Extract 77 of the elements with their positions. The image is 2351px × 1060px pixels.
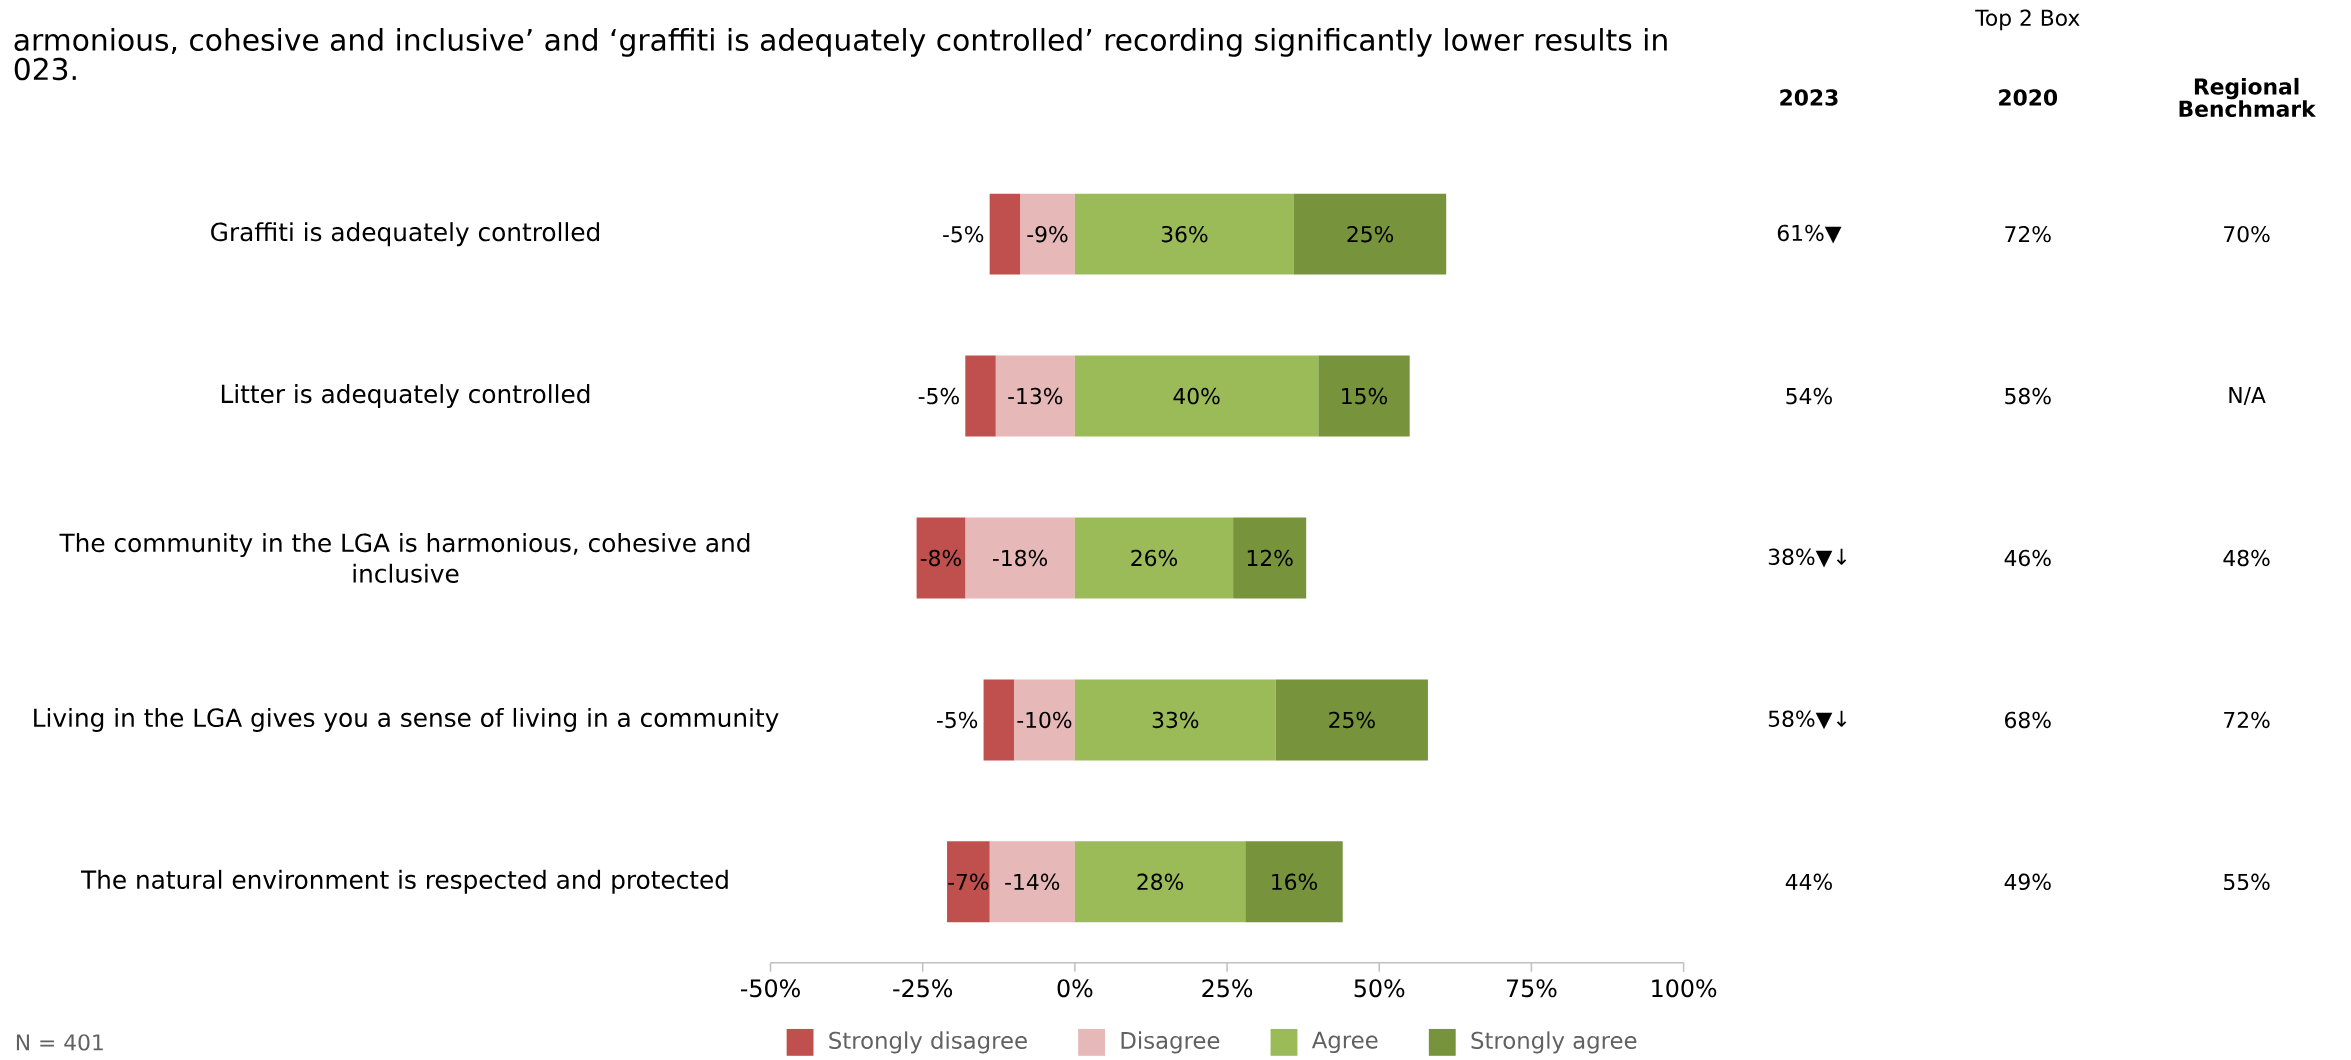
bar bbox=[1245, 841, 1343, 923]
bar bbox=[916, 517, 966, 599]
data-label: -5% bbox=[943, 225, 984, 243]
data-label: 36% bbox=[1161, 225, 1208, 243]
data-label: 40% bbox=[1173, 387, 1220, 405]
data-label: -13% bbox=[1008, 387, 1063, 405]
data-label: -7% bbox=[948, 873, 989, 890]
text: 72% bbox=[2005, 225, 2051, 243]
bar bbox=[1020, 193, 1075, 275]
y-tick-label: The natural environment is respected and protected bbox=[80, 869, 728, 894]
text: 68% bbox=[2005, 711, 2051, 729]
bar bbox=[1233, 517, 1307, 599]
y-tick-label: Litter is adequately controlled bbox=[221, 383, 590, 408]
bar bbox=[989, 841, 1075, 923]
legend-label: Strongly disagree bbox=[829, 1031, 1027, 1054]
data-label: 16% bbox=[1272, 873, 1318, 890]
text: Top 2 Box bbox=[1975, 9, 2080, 31]
x-tick-label: 0% bbox=[1057, 979, 1093, 998]
text: 48% bbox=[2223, 549, 2270, 567]
y-tick-label: Graffiti is adequately controlled bbox=[211, 222, 600, 246]
category-label: Regional Benchmark bbox=[2179, 77, 2317, 117]
text: 61%▼ bbox=[1777, 224, 1842, 244]
text: 38%▼↓ bbox=[1768, 548, 1847, 568]
bar bbox=[965, 355, 996, 437]
text: N/A bbox=[2229, 386, 2266, 405]
x-tick-label: 50% bbox=[1354, 979, 1405, 998]
text: 58%▼↓ bbox=[1768, 710, 1847, 730]
text: 49% bbox=[2004, 873, 2051, 890]
bar bbox=[1275, 679, 1428, 761]
x-tick-label: -25% bbox=[893, 979, 953, 998]
bar bbox=[1074, 841, 1246, 923]
bar bbox=[1074, 517, 1234, 599]
bar bbox=[1318, 355, 1410, 437]
data-label: -8% bbox=[920, 549, 961, 567]
chart-title: armonious, cohesive and inclusive’ and ‘graffiti is adequately controlled’ recording significantly lower results in 023. bbox=[14, 27, 1667, 81]
data-label: -14% bbox=[1005, 873, 1060, 890]
text: 70% bbox=[2224, 225, 2270, 243]
bar bbox=[965, 517, 1075, 599]
bar bbox=[1074, 679, 1276, 761]
text: 55% bbox=[2224, 873, 2270, 890]
bar bbox=[1294, 193, 1447, 275]
data-label: -9% bbox=[1027, 225, 1068, 243]
legend-label: Agree bbox=[1311, 1031, 1378, 1053]
legend-label: Strongly agree bbox=[1471, 1031, 1637, 1054]
category-label: 2023 bbox=[1780, 89, 1838, 106]
x-tick-label: 100% bbox=[1652, 979, 1717, 998]
data-label: 12% bbox=[1247, 549, 1293, 567]
data-label: 25% bbox=[1329, 711, 1375, 729]
bar bbox=[1074, 193, 1295, 275]
bar bbox=[947, 841, 990, 923]
data-label: 26% bbox=[1131, 549, 1178, 567]
data-label: -5% bbox=[918, 387, 959, 405]
data-label: -10% bbox=[1017, 711, 1072, 729]
data-label: 25% bbox=[1347, 225, 1394, 243]
text: N = 401 bbox=[16, 1033, 103, 1051]
data-label: 15% bbox=[1342, 387, 1388, 405]
text: 46% bbox=[2004, 549, 2051, 567]
text: 54% bbox=[1786, 387, 1832, 405]
x-tick-label: 25% bbox=[1202, 979, 1253, 998]
bar bbox=[989, 193, 1021, 275]
text: 58% bbox=[2005, 387, 2051, 405]
category-label: 2020 bbox=[1999, 89, 2058, 106]
x-tick-label: -50% bbox=[740, 979, 800, 998]
text: 72% bbox=[2224, 711, 2270, 729]
y-tick-label: Living in the LGA gives you a sense of living in a community bbox=[34, 707, 779, 732]
data-label: -5% bbox=[937, 711, 978, 729]
data-label: 28% bbox=[1137, 873, 1184, 890]
y-tick-label: The community in the LGA is harmonious, cohesive and inclusive bbox=[59, 532, 750, 583]
data-label: 33% bbox=[1152, 711, 1199, 729]
data-label: -18% bbox=[993, 549, 1048, 567]
bar bbox=[995, 355, 1075, 437]
text: 44% bbox=[1785, 873, 1832, 890]
bar bbox=[983, 679, 1014, 761]
bar bbox=[1014, 679, 1075, 761]
bar bbox=[1074, 355, 1319, 437]
legend-label: Disagree bbox=[1121, 1031, 1220, 1054]
x-tick-label: 75% bbox=[1506, 979, 1557, 998]
